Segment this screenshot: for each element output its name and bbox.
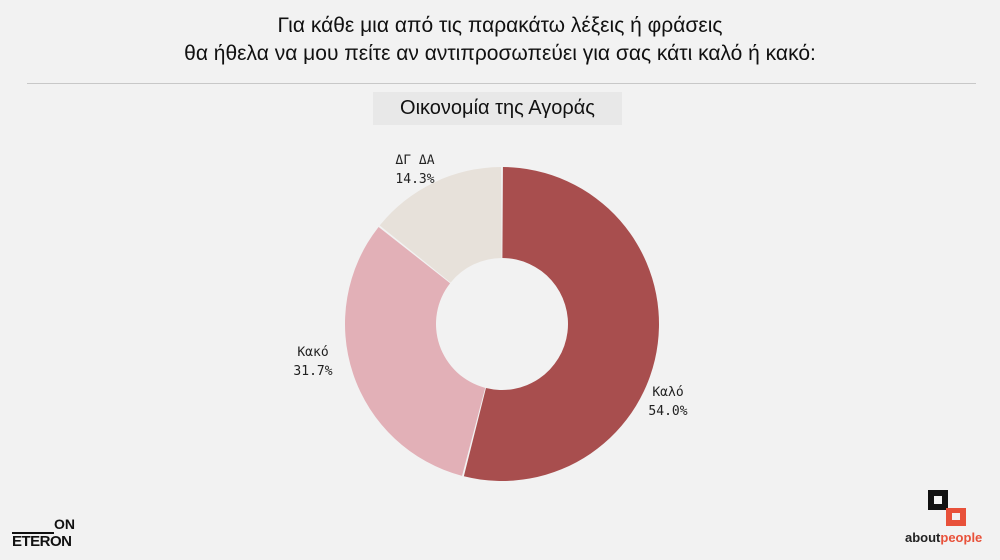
slice-kalo [463,167,659,481]
slice-label: Καλό [652,385,683,400]
chart-subtitle: Οικονομία της Αγοράς [400,97,595,119]
slice-label: Κακό [297,345,328,360]
logo-on-text: ON [54,516,75,532]
aboutpeople-mark-icon [928,490,966,526]
aboutpeople-logo: aboutpeople [900,488,990,552]
aboutpeople-text: aboutpeople [905,530,983,545]
logo-eteron-text: ETERON [12,533,72,550]
slice-kako [344,226,486,476]
slice-value-label: 54.0% [648,404,687,419]
subtitle-background [373,92,622,125]
slice-value-label: 14.3% [395,172,434,187]
logo-bar [12,532,54,534]
title-line-1: Για κάθε μια από τις παρακάτω λέξεις ή φ… [277,14,723,37]
slice-value-label: 31.7% [293,364,332,379]
chart-title: Για κάθε μια από τις παρακάτω λέξεις ή φ… [0,12,1000,68]
on-eteron-logo: ON ETERON [12,516,82,550]
divider [27,83,976,84]
slice-dg-da [379,167,502,283]
slice-label: ΔΓ ΔΑ [395,153,434,168]
title-line-2: θα ήθελα να μου πείτε αν αντιπροσωπεύει … [184,42,816,65]
